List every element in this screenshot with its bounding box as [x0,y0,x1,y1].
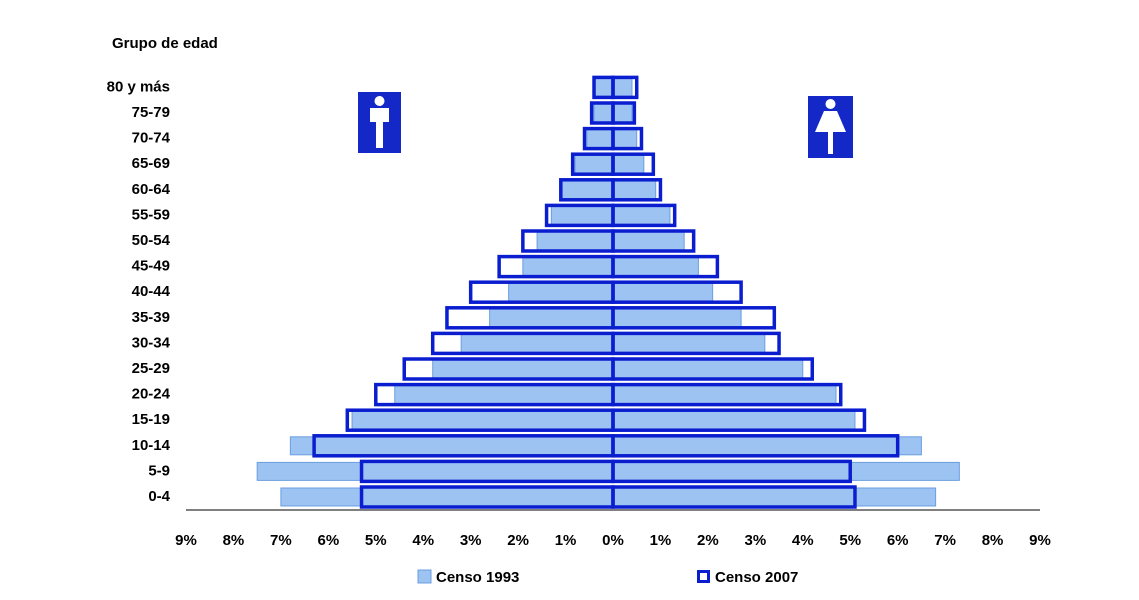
bar-outline [611,357,815,381]
bar [460,333,614,353]
x-tick-label: 8% [223,532,245,549]
bar [586,129,614,149]
x-tick-label: 4% [412,532,434,549]
bar [593,103,614,123]
bar [612,231,685,251]
bar-outline [611,178,663,202]
bar [489,308,614,328]
bar-outline [611,254,720,279]
bar [351,410,614,430]
x-tick-label: 7% [934,532,956,549]
x-tick-label: 3% [744,532,766,549]
y-tick-label: 75-79 [132,104,170,121]
bar [550,205,614,225]
bar [289,436,614,456]
x-tick-label: 1% [650,532,672,549]
y-tick-label: 50-54 [132,232,171,249]
y-tick-label: 80 y más [107,78,170,95]
bar-outline [611,459,852,484]
bar [612,333,766,353]
bar [612,154,645,174]
bar [612,308,742,328]
legend-label: Censo 1993 [436,569,519,586]
y-tick-label: 60-64 [132,181,171,198]
bar [536,231,614,251]
bar [256,461,614,481]
y-tick-label: 0-4 [148,488,170,505]
x-tick-label: 0% [602,532,624,549]
bar [612,205,671,225]
y-tick-label: 5-9 [148,462,170,479]
x-tick-label: 5% [839,532,861,549]
bar [593,77,614,97]
bar [612,77,633,97]
bar [394,385,614,405]
bar [612,385,837,405]
bar-outline [611,152,656,176]
bar [432,359,614,379]
legend-swatch [697,570,710,583]
bar [560,180,614,200]
y-tick-label: 15-19 [132,411,170,428]
bar-outline [611,382,843,407]
x-tick-label: 5% [365,532,387,549]
bar-outline [611,408,867,432]
y-tick-label: 35-39 [132,309,170,326]
bar [522,257,614,277]
bar-outline [611,434,900,458]
x-tick-label: 3% [460,532,482,549]
bar-outline [611,485,857,509]
y-tick-label: 20-24 [132,386,171,403]
bar [612,257,699,277]
bar-outline [611,203,677,228]
bar [574,154,614,174]
bar [612,359,804,379]
bar [612,436,922,456]
x-tick-label: 2% [697,532,719,549]
legend-label: Censo 2007 [715,569,798,586]
bar-outline [611,229,696,253]
bar [508,282,614,302]
bar [612,410,856,430]
bar [612,129,638,149]
y-tick-label: 45-49 [132,258,170,275]
bar-outline [611,306,777,330]
bar [612,487,937,507]
y-tick-label: 40-44 [132,283,171,300]
y-tick-label: 65-69 [132,155,170,172]
bar [612,461,960,481]
y-tick-label: 70-74 [132,130,171,147]
x-tick-label: 9% [1029,532,1051,549]
y-tick-label: 30-34 [132,334,171,351]
x-tick-label: 7% [270,532,292,549]
x-tick-label: 2% [507,532,529,549]
y-tick-label: 25-29 [132,360,170,377]
x-tick-label: 8% [982,532,1004,549]
y-tick-label: 55-59 [132,206,170,223]
bar [280,487,614,507]
bar-outline [611,331,781,356]
x-tick-label: 6% [887,532,909,549]
female-icon [808,96,853,158]
x-tick-label: 6% [317,532,339,549]
bar [612,282,714,302]
bar [612,103,633,123]
bar-outline [611,126,644,151]
x-tick-label: 9% [175,532,197,549]
y-tick-label: 10-14 [132,437,171,454]
x-tick-label: 4% [792,532,814,549]
x-tick-label: 1% [555,532,577,549]
bar-outline [611,101,637,125]
male-icon [358,92,401,153]
bar [612,180,657,200]
y-axis-title: Grupo de edad [112,35,218,52]
legend-swatch [417,569,432,584]
bar-outline [611,280,743,304]
bar-outline [611,75,639,100]
